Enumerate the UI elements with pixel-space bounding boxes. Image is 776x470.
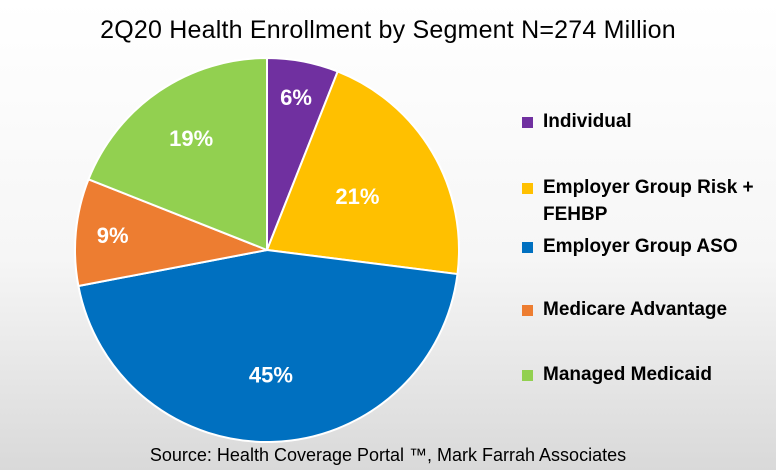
pie-slice-managed-medicaid (87, 57, 268, 251)
legend-item: Managed Medicaid (522, 361, 712, 388)
pie-slice-employer-group-aso (77, 249, 459, 443)
legend-swatch (522, 117, 533, 128)
data-label-medicare-advantage: 9% (97, 223, 129, 248)
data-label-employer-group-aso: 45% (249, 362, 293, 387)
legend-label: Employer Group Risk + (543, 177, 754, 198)
legend-swatch (522, 370, 533, 381)
legend-label: FEHBP (543, 204, 608, 225)
legend-swatch (522, 242, 533, 253)
data-label-managed-medicaid: 19% (169, 126, 213, 151)
legend-item: Employer Group ASO (522, 233, 738, 260)
legend-label: Individual (543, 111, 632, 132)
data-label-individual: 6% (280, 85, 312, 110)
legend-item: Employer Group Risk + FEHBP (522, 174, 754, 228)
pie-slice-medicare-advantage (74, 178, 268, 287)
legend-item: Individual (522, 108, 632, 135)
legend-swatch (522, 305, 533, 316)
legend-label: Medicare Advantage (543, 299, 728, 320)
legend-item: Medicare Advantage (522, 296, 727, 323)
legend-label: Managed Medicaid (543, 364, 712, 385)
source-note: Source: Health Coverage Portal ™, Mark F… (149, 445, 627, 465)
data-label-employer-group-risk-fehbp: 21% (335, 184, 379, 209)
legend-swatch (522, 183, 533, 194)
legend-label: Employer Group ASO (543, 236, 738, 257)
chart-title: 2Q20 Health Enrollment by Segment N=274 … (100, 16, 676, 44)
pie-slice-employer-group-risk-fehbp (266, 70, 460, 276)
